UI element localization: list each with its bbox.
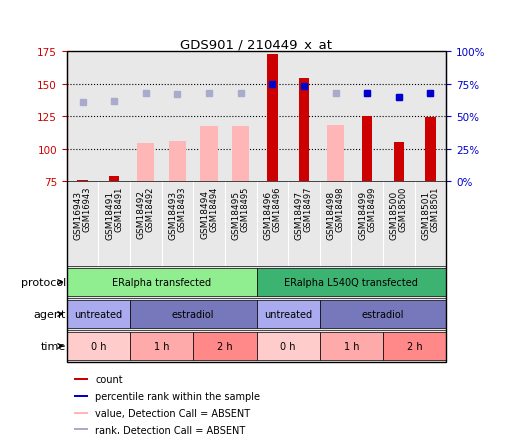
Text: GSM18497: GSM18497 (304, 186, 313, 231)
Text: GSM18497: GSM18497 (295, 190, 304, 239)
Text: GSM18499: GSM18499 (358, 190, 367, 239)
FancyBboxPatch shape (383, 332, 446, 361)
Bar (169, 141, 186, 181)
FancyBboxPatch shape (67, 268, 256, 297)
Text: GSM18491: GSM18491 (114, 186, 123, 231)
Text: ERalpha L540Q transfected: ERalpha L540Q transfected (285, 277, 418, 287)
Text: 1 h: 1 h (154, 341, 169, 351)
Text: GSM18495: GSM18495 (232, 190, 241, 239)
Bar (327, 126, 344, 181)
Text: 2 h: 2 h (407, 341, 423, 351)
Text: rank, Detection Call = ABSENT: rank, Detection Call = ABSENT (95, 425, 245, 434)
Text: GSM18498: GSM18498 (327, 190, 336, 239)
Text: GSM18495: GSM18495 (241, 186, 250, 231)
FancyBboxPatch shape (256, 332, 320, 361)
Bar (267, 55, 278, 181)
FancyBboxPatch shape (320, 300, 446, 329)
Text: count: count (95, 374, 123, 384)
Text: estradiol: estradiol (172, 309, 214, 319)
FancyBboxPatch shape (67, 298, 446, 330)
Text: GSM18494: GSM18494 (200, 190, 209, 239)
Text: GSM18492: GSM18492 (146, 186, 155, 231)
Text: time: time (41, 341, 66, 351)
Bar (393, 143, 404, 181)
Bar (299, 79, 309, 181)
Text: GSM18493: GSM18493 (168, 190, 177, 239)
Bar (232, 127, 249, 181)
FancyBboxPatch shape (67, 332, 130, 361)
Text: GSM18501: GSM18501 (422, 190, 430, 239)
FancyBboxPatch shape (74, 378, 88, 380)
FancyBboxPatch shape (67, 266, 446, 298)
Text: GSM16943: GSM16943 (83, 186, 91, 231)
FancyBboxPatch shape (256, 268, 446, 297)
Text: GSM18498: GSM18498 (336, 186, 345, 231)
FancyBboxPatch shape (193, 332, 256, 361)
Bar (362, 117, 372, 181)
Text: GSM18494: GSM18494 (209, 186, 218, 231)
Text: 0 h: 0 h (91, 341, 106, 351)
Text: GSM18501: GSM18501 (430, 186, 440, 231)
Text: GSM18491: GSM18491 (105, 190, 114, 239)
FancyBboxPatch shape (67, 330, 446, 362)
Text: value, Detection Call = ABSENT: value, Detection Call = ABSENT (95, 408, 250, 418)
Text: agent: agent (34, 309, 66, 319)
Bar (137, 144, 154, 181)
Text: estradiol: estradiol (362, 309, 404, 319)
Text: GSM18493: GSM18493 (177, 186, 186, 231)
Text: ERalpha transfected: ERalpha transfected (112, 277, 211, 287)
Bar (77, 180, 88, 181)
Text: GSM18492: GSM18492 (137, 190, 146, 239)
Text: GSM18496: GSM18496 (263, 190, 272, 239)
Bar (201, 127, 218, 181)
Text: GSM18500: GSM18500 (399, 186, 408, 231)
FancyBboxPatch shape (67, 300, 130, 329)
FancyBboxPatch shape (130, 332, 193, 361)
FancyBboxPatch shape (74, 411, 88, 414)
FancyBboxPatch shape (74, 428, 88, 431)
FancyBboxPatch shape (67, 181, 446, 266)
Text: GSM18496: GSM18496 (272, 186, 281, 231)
Text: percentile rank within the sample: percentile rank within the sample (95, 391, 260, 401)
FancyBboxPatch shape (74, 395, 88, 397)
Text: protocol: protocol (21, 277, 66, 287)
Text: GSM16943: GSM16943 (73, 190, 83, 239)
FancyBboxPatch shape (320, 332, 383, 361)
FancyBboxPatch shape (130, 300, 256, 329)
Text: untreated: untreated (74, 309, 123, 319)
Text: untreated: untreated (264, 309, 312, 319)
Text: GSM18500: GSM18500 (390, 190, 399, 239)
Text: GSM18499: GSM18499 (367, 186, 376, 231)
Bar (425, 118, 436, 181)
Text: 2 h: 2 h (217, 341, 233, 351)
Text: 0 h: 0 h (281, 341, 296, 351)
Text: 1 h: 1 h (344, 341, 359, 351)
FancyBboxPatch shape (256, 300, 320, 329)
Bar (109, 176, 120, 181)
Title: GDS901 / 210449_x_at: GDS901 / 210449_x_at (181, 38, 332, 51)
